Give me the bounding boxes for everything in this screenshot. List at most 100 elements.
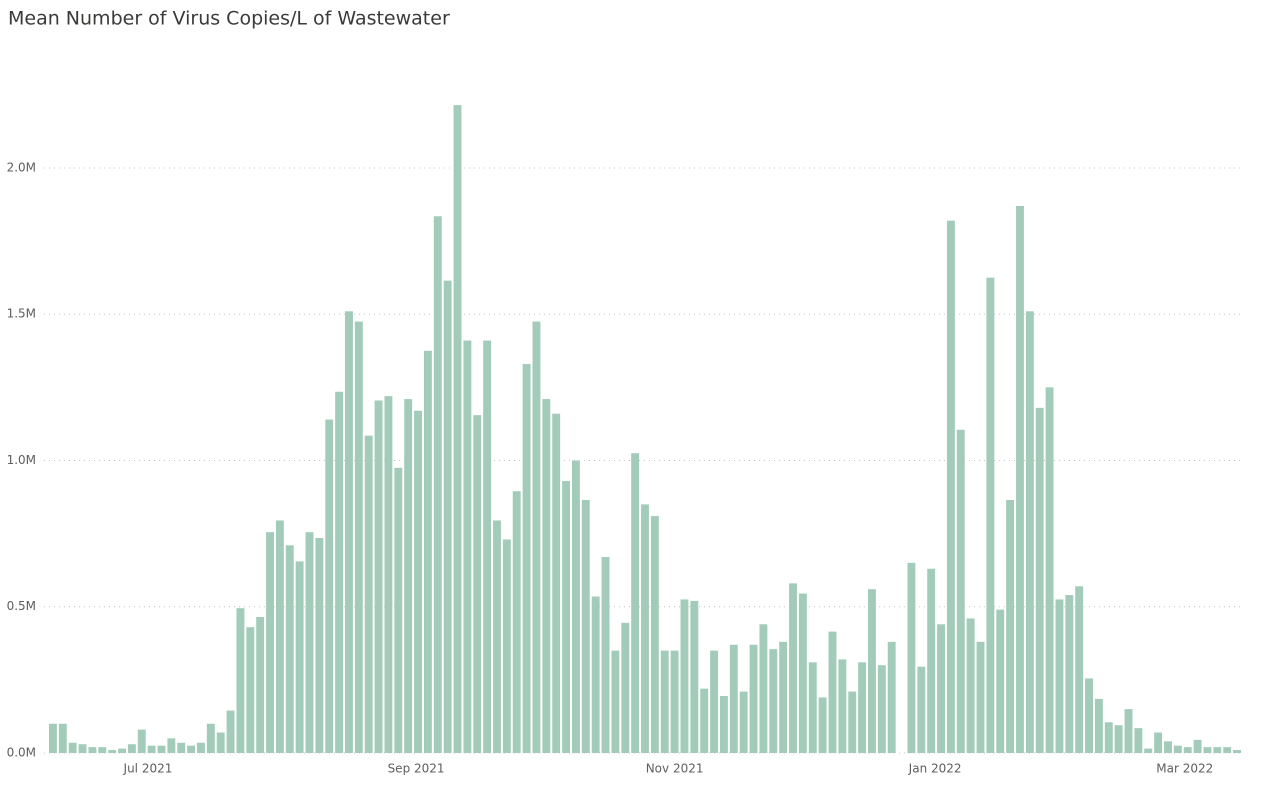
bar — [394, 467, 403, 753]
bar — [828, 631, 837, 753]
bar — [236, 608, 245, 753]
bar — [1035, 407, 1044, 753]
bar — [453, 105, 462, 753]
bar — [818, 697, 827, 753]
bar — [98, 747, 107, 753]
bar — [1233, 750, 1242, 753]
bar — [137, 729, 146, 753]
bar — [78, 744, 87, 753]
y-tick-label: 1.0M — [7, 453, 36, 467]
bar — [838, 659, 847, 753]
bar — [532, 321, 541, 753]
bar — [315, 538, 324, 753]
bar — [463, 340, 472, 753]
bar — [1164, 741, 1172, 753]
y-tick-label: 0.5M — [7, 599, 36, 613]
bar — [483, 340, 492, 753]
bar — [670, 650, 679, 753]
bar — [719, 695, 728, 753]
bar — [1055, 599, 1064, 753]
bar — [729, 644, 738, 753]
bar — [1065, 595, 1074, 753]
bar — [907, 562, 916, 753]
bar — [167, 738, 176, 753]
bar — [48, 723, 57, 753]
bar — [68, 742, 77, 753]
bar — [739, 691, 748, 753]
bar — [473, 415, 482, 753]
bar — [552, 413, 561, 753]
y-tick-label: 2.0M — [7, 160, 36, 174]
bar — [1183, 747, 1192, 753]
bar — [335, 391, 344, 753]
bar — [443, 280, 452, 753]
bar — [404, 399, 413, 753]
bar — [789, 583, 797, 753]
bar — [868, 589, 876, 753]
bar — [779, 641, 788, 753]
bar — [1075, 586, 1084, 753]
x-tick-label: Mar 2022 — [1156, 762, 1213, 776]
x-tick-label: Sep 2021 — [388, 762, 445, 776]
bar — [966, 618, 975, 753]
bar — [423, 350, 432, 753]
bar — [295, 561, 304, 753]
bar — [601, 557, 610, 753]
bar — [858, 662, 867, 753]
bar — [384, 396, 393, 753]
x-tick-label: Nov 2021 — [646, 762, 704, 776]
bar — [749, 644, 758, 753]
bar — [88, 747, 97, 753]
bar — [187, 745, 196, 753]
bar — [364, 435, 373, 753]
bar — [1213, 747, 1222, 753]
bar — [512, 491, 521, 753]
bar — [177, 742, 186, 753]
y-tick-label: 0.0M — [7, 746, 36, 760]
y-tick-label: 1.5M — [7, 307, 36, 321]
bar — [354, 321, 363, 753]
bar — [1114, 725, 1123, 753]
bar — [611, 650, 620, 753]
bar — [808, 662, 817, 753]
bar — [976, 641, 985, 753]
bar — [1223, 747, 1232, 753]
bar — [1173, 745, 1182, 753]
bar — [522, 363, 531, 753]
bar — [285, 545, 294, 753]
bar — [581, 499, 590, 753]
bar — [1094, 698, 1103, 753]
bar — [700, 688, 709, 753]
bar — [108, 750, 117, 753]
bar — [710, 650, 719, 753]
bar — [1006, 499, 1015, 753]
bar — [374, 400, 383, 753]
bar — [1124, 709, 1133, 753]
bar — [621, 622, 630, 753]
bar — [58, 723, 67, 753]
bar — [631, 453, 640, 753]
bar — [887, 641, 896, 753]
bar — [147, 745, 156, 753]
bar — [937, 624, 945, 753]
bar — [1016, 206, 1024, 754]
bar — [571, 460, 580, 753]
bar — [127, 744, 136, 753]
bar — [660, 650, 669, 753]
bar — [345, 311, 353, 753]
bar — [197, 742, 205, 753]
bar — [641, 504, 649, 753]
bar — [591, 596, 600, 753]
bar — [1045, 387, 1054, 753]
bar — [275, 520, 284, 753]
bar — [690, 600, 699, 753]
bar — [493, 520, 501, 753]
chart-title: Mean Number of Virus Copies/L of Wastewa… — [8, 8, 450, 30]
bar — [246, 627, 255, 753]
bar — [1144, 748, 1153, 753]
bar — [1203, 747, 1212, 753]
bar — [927, 568, 936, 753]
bar — [1085, 678, 1093, 753]
bar — [1134, 728, 1143, 753]
